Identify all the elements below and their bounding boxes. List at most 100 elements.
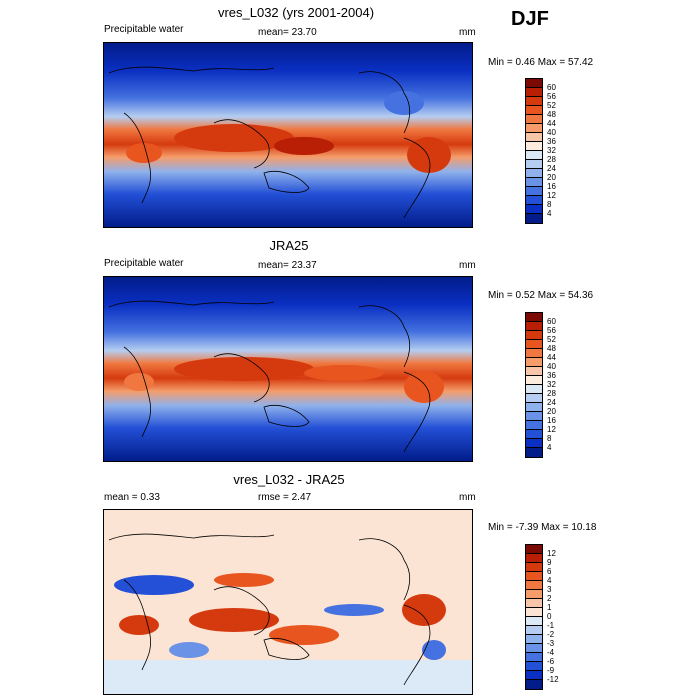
colorbar-swatch [526,572,542,581]
colorbar-swatch [526,545,542,554]
colorbar-swatch [526,412,542,421]
colorbar-swatch [526,196,542,205]
colorbar-tick-label: 4 [547,209,552,218]
panel-2-left-label: Precipitable water [104,258,184,269]
colorbar-tick-label: -9 [547,666,555,675]
panel-1-title: vres_L032 (yrs 2001-2004) [217,5,375,20]
colorbar-swatch [526,430,542,439]
colorbar-tick-label: -12 [547,675,559,684]
panel-2-units: mm [459,260,476,271]
colorbar-tick-label: 16 [547,182,556,191]
colorbar-swatch [526,133,542,142]
colorbar-swatch [526,448,542,457]
colorbar-tick-label: 8 [547,200,552,209]
colorbar-swatch [526,671,542,680]
colorbar-swatch [526,313,542,322]
colorbar-swatch [526,349,542,358]
colorbar-tick-label: -1 [547,621,555,630]
colorbar-tick-label: -6 [547,657,555,666]
panel-3-mean-label: mean = 0.33 [104,492,160,503]
colorbar-tick-label: 36 [547,371,556,380]
colorbar-swatch [526,331,542,340]
panel-2-coastlines [108,300,431,453]
colorbar-tick-label: 32 [547,380,556,389]
panel-2-colorbar [525,312,543,458]
panel-3-coastlines [108,533,431,686]
colorbar-swatch [526,187,542,196]
colorbar-tick-label: 8 [547,434,552,443]
colorbar-tick-label: 52 [547,335,556,344]
colorbar-swatch [526,385,542,394]
colorbar-swatch [526,653,542,662]
panel-3-map [103,509,473,695]
colorbar-swatch [526,581,542,590]
colorbar-swatch [526,160,542,169]
colorbar-tick-label: 24 [547,164,556,173]
colorbar-tick-label: 28 [547,389,556,398]
colorbar-swatch [526,178,542,187]
colorbar-swatch [526,608,542,617]
colorbar-swatch [526,205,542,214]
colorbar-swatch [526,644,542,653]
colorbar-tick-label: 20 [547,173,556,182]
colorbar-tick-label: 4 [547,576,552,585]
colorbar-tick-label: 0 [547,612,552,621]
colorbar-tick-label: 36 [547,137,556,146]
colorbar-swatch [526,439,542,448]
colorbar-swatch [526,124,542,133]
colorbar-tick-label: 4 [547,443,552,452]
panel-2-mean-label: mean= 23.37 [258,260,317,271]
colorbar-swatch [526,358,542,367]
colorbar-tick-label: 16 [547,416,556,425]
panel-3-title: vres_L032 - JRA25 [233,472,345,487]
colorbar-tick-label: 60 [547,83,556,92]
colorbar-swatch [526,554,542,563]
colorbar-tick-label: -3 [547,639,555,648]
colorbar-swatch [526,142,542,151]
colorbar-swatch [526,590,542,599]
panel-2-map [103,276,473,462]
panel-2-minmax: Min = 0.52 Max = 54.36 [488,290,594,301]
colorbar-tick-label: 40 [547,362,556,371]
colorbar-tick-label: 60 [547,317,556,326]
colorbar-swatch [526,79,542,88]
colorbar-tick-label: 2 [547,594,552,603]
colorbar-tick-label: -2 [547,630,555,639]
colorbar-tick-label: 56 [547,326,556,335]
colorbar-swatch [526,635,542,644]
colorbar-swatch [526,322,542,331]
colorbar-tick-label: -4 [547,648,555,657]
colorbar-tick-label: 28 [547,155,556,164]
colorbar-swatch [526,376,542,385]
colorbar-tick-label: 6 [547,567,552,576]
colorbar-tick-label: 52 [547,101,556,110]
colorbar-tick-label: 20 [547,407,556,416]
colorbar-swatch [526,151,542,160]
colorbar-swatch [526,394,542,403]
colorbar-swatch [526,115,542,124]
colorbar-swatch [526,662,542,671]
panel-3-minmax: Min = -7.39 Max = 10.18 [488,522,597,533]
colorbar-swatch [526,680,542,689]
panel-1-colorbar [525,78,543,224]
colorbar-swatch [526,599,542,608]
colorbar-tick-label: 44 [547,353,556,362]
colorbar-tick-label: 9 [547,558,552,567]
colorbar-swatch [526,340,542,349]
colorbar-tick-label: 44 [547,119,556,128]
colorbar-swatch [526,106,542,115]
panel-3-colorbar [525,544,543,690]
colorbar-swatch [526,421,542,430]
colorbar-tick-label: 1 [547,603,552,612]
colorbar-swatch [526,214,542,223]
panel-1-left-label: Precipitable water [104,24,184,35]
colorbar-swatch [526,626,542,635]
colorbar-tick-label: 12 [547,549,556,558]
colorbar-swatch [526,563,542,572]
colorbar-swatch [526,617,542,626]
colorbar-tick-label: 24 [547,398,556,407]
colorbar-tick-label: 32 [547,146,556,155]
colorbar-swatch [526,88,542,97]
panel-1-units: mm [459,27,476,38]
colorbar-tick-label: 3 [547,585,552,594]
